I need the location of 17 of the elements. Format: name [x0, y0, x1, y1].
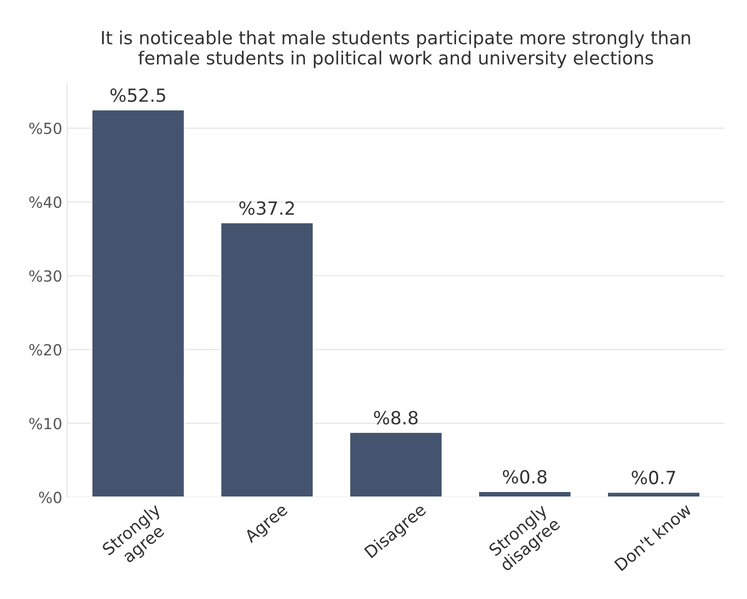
- y-tick-label: %10: [29, 418, 62, 430]
- bar: [478, 490, 572, 498]
- data-label: %52.5: [110, 88, 166, 102]
- bar: [348, 432, 444, 498]
- y-tick-label: %0: [38, 492, 62, 504]
- bar: [91, 108, 186, 498]
- y-tick-label: %30: [29, 270, 62, 282]
- y-tick-label: %50: [29, 122, 62, 134]
- data-label: %0.8: [502, 470, 547, 484]
- data-label: %8.8: [374, 410, 418, 425]
- y-tick-label: %40: [29, 196, 62, 208]
- bar: [606, 491, 701, 498]
- chart-title: It is noticeable that male students participate more strongly than female students in political work and university elections: [102, 30, 690, 68]
- y-tick-label: %20: [29, 344, 62, 356]
- data-label: %37.2: [239, 201, 294, 215]
- bar: [220, 222, 314, 498]
- data-label: %0.7: [632, 470, 676, 484]
